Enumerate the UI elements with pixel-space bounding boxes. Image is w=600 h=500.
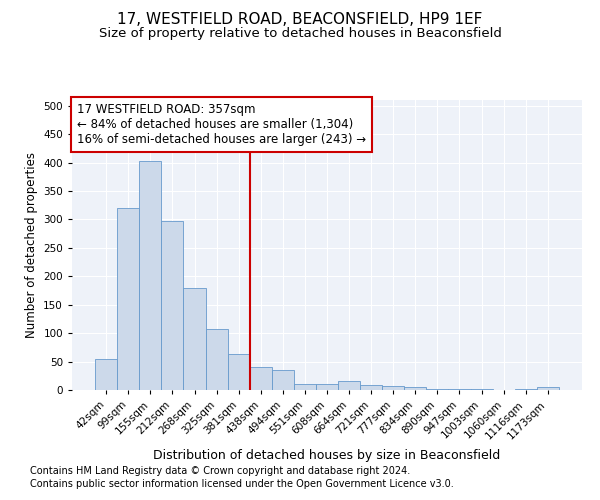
Bar <box>537 387 559 390</box>
Text: 17 WESTFIELD ROAD: 357sqm
← 84% of detached houses are smaller (1,304)
16% of se: 17 WESTFIELD ROAD: 357sqm ← 84% of detac… <box>77 103 366 146</box>
Bar <box>294 384 316 390</box>
Bar <box>382 386 404 390</box>
Text: Size of property relative to detached houses in Beaconsfield: Size of property relative to detached ho… <box>98 28 502 40</box>
Text: Contains public sector information licensed under the Open Government Licence v3: Contains public sector information licen… <box>30 479 454 489</box>
Bar <box>404 387 427 390</box>
Bar <box>250 368 272 390</box>
Bar <box>316 384 338 390</box>
Bar <box>161 221 184 390</box>
Bar <box>427 389 448 390</box>
Text: 17, WESTFIELD ROAD, BEACONSFIELD, HP9 1EF: 17, WESTFIELD ROAD, BEACONSFIELD, HP9 1E… <box>118 12 482 28</box>
Y-axis label: Number of detached properties: Number of detached properties <box>25 152 38 338</box>
X-axis label: Distribution of detached houses by size in Beaconsfield: Distribution of detached houses by size … <box>154 449 500 462</box>
Bar <box>360 385 382 390</box>
Bar <box>206 328 227 390</box>
Bar <box>95 360 117 390</box>
Text: Contains HM Land Registry data © Crown copyright and database right 2024.: Contains HM Land Registry data © Crown c… <box>30 466 410 476</box>
Bar <box>184 288 206 390</box>
Bar <box>139 162 161 390</box>
Bar <box>227 354 250 390</box>
Bar <box>338 382 360 390</box>
Bar <box>117 208 139 390</box>
Bar <box>272 370 294 390</box>
